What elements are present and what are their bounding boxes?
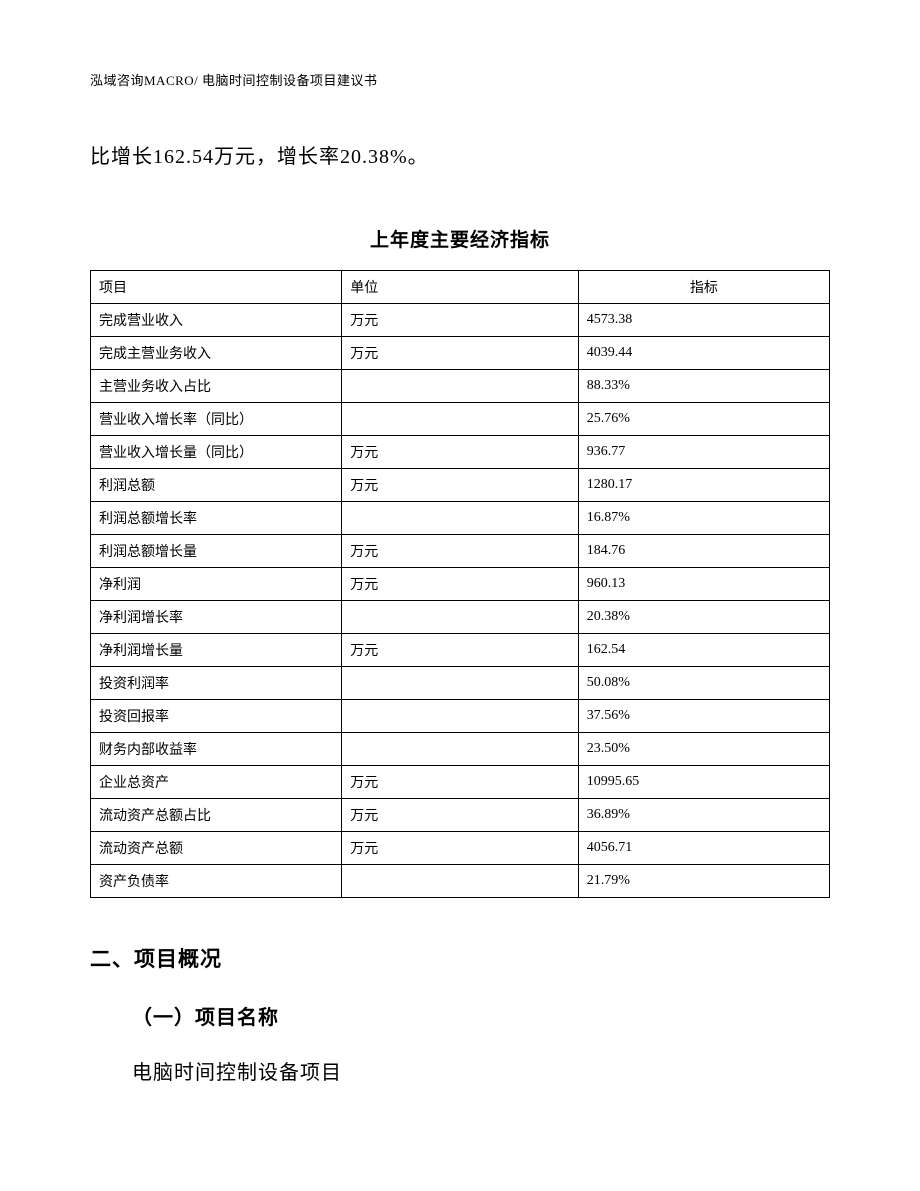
table-cell-unit [342,865,578,898]
table-cell-value: 88.33% [578,370,829,403]
table-header-item: 项目 [91,271,342,304]
table-row: 完成营业收入 万元 4573.38 [91,304,830,337]
table-row: 企业总资产 万元 10995.65 [91,766,830,799]
table-cell-value: 960.13 [578,568,829,601]
table-cell-unit [342,502,578,535]
economic-indicators-table: 项目 单位 指标 完成营业收入 万元 4573.38 完成主营业务收入 万元 4… [90,270,830,898]
section-heading: 二、项目概况 [90,943,830,973]
table-cell-unit: 万元 [342,337,578,370]
table-row: 资产负债率 21.79% [91,865,830,898]
table-row: 利润总额增长率 16.87% [91,502,830,535]
body-paragraph: 电脑时间控制设备项目 [90,1056,830,1085]
table-cell-item: 完成营业收入 [91,304,342,337]
table-cell-unit [342,667,578,700]
table-cell-unit [342,370,578,403]
table-cell-value: 4573.38 [578,304,829,337]
table-cell-item: 净利润增长量 [91,634,342,667]
table-cell-item: 流动资产总额 [91,832,342,865]
table-cell-value: 50.08% [578,667,829,700]
table-cell-item: 营业收入增长率（同比） [91,403,342,436]
table-cell-unit: 万元 [342,799,578,832]
table-cell-unit [342,733,578,766]
table-cell-item: 利润总额 [91,469,342,502]
table-row: 财务内部收益率 23.50% [91,733,830,766]
table-cell-unit [342,700,578,733]
table-cell-value: 16.87% [578,502,829,535]
table-cell-value: 21.79% [578,865,829,898]
table-row: 净利润增长量 万元 162.54 [91,634,830,667]
table-cell-item: 利润总额增长量 [91,535,342,568]
table-cell-item: 主营业务收入占比 [91,370,342,403]
table-cell-value: 936.77 [578,436,829,469]
table-cell-item: 财务内部收益率 [91,733,342,766]
table-cell-value: 162.54 [578,634,829,667]
table-cell-item: 净利润增长率 [91,601,342,634]
table-row: 流动资产总额占比 万元 36.89% [91,799,830,832]
table-row: 净利润 万元 960.13 [91,568,830,601]
table-cell-value: 4039.44 [578,337,829,370]
subsection-heading: （一）项目名称 [90,1001,830,1030]
table-cell-item: 企业总资产 [91,766,342,799]
table-cell-unit: 万元 [342,535,578,568]
table-row: 营业收入增长率（同比） 25.76% [91,403,830,436]
table-cell-item: 投资利润率 [91,667,342,700]
table-row: 投资利润率 50.08% [91,667,830,700]
table-row: 利润总额增长量 万元 184.76 [91,535,830,568]
table-cell-unit: 万元 [342,469,578,502]
table-cell-value: 37.56% [578,700,829,733]
table-cell-item: 投资回报率 [91,700,342,733]
table-cell-value: 10995.65 [578,766,829,799]
table-cell-unit: 万元 [342,634,578,667]
table-cell-item: 净利润 [91,568,342,601]
table-row: 利润总额 万元 1280.17 [91,469,830,502]
table-cell-item: 利润总额增长率 [91,502,342,535]
table-header-row: 项目 单位 指标 [91,271,830,304]
table-row: 营业收入增长量（同比） 万元 936.77 [91,436,830,469]
table-row: 主营业务收入占比 88.33% [91,370,830,403]
table-row: 净利润增长率 20.38% [91,601,830,634]
table-cell-value: 184.76 [578,535,829,568]
table-row: 投资回报率 37.56% [91,700,830,733]
table-header-unit: 单位 [342,271,578,304]
table-cell-value: 25.76% [578,403,829,436]
table-cell-unit: 万元 [342,304,578,337]
table-row: 完成主营业务收入 万元 4039.44 [91,337,830,370]
intro-paragraph: 比增长162.54万元，增长率20.38%。 [90,139,830,175]
table-header-value: 指标 [578,271,829,304]
table-cell-value: 23.50% [578,733,829,766]
table-cell-unit: 万元 [342,766,578,799]
table-cell-value: 4056.71 [578,832,829,865]
table-cell-value: 1280.17 [578,469,829,502]
table-row: 流动资产总额 万元 4056.71 [91,832,830,865]
table-cell-unit [342,403,578,436]
table-cell-unit: 万元 [342,436,578,469]
table-cell-value: 20.38% [578,601,829,634]
table-cell-unit: 万元 [342,568,578,601]
table-cell-unit: 万元 [342,832,578,865]
table-cell-item: 完成主营业务收入 [91,337,342,370]
table-cell-value: 36.89% [578,799,829,832]
table-cell-item: 资产负债率 [91,865,342,898]
table-cell-item: 流动资产总额占比 [91,799,342,832]
table-cell-item: 营业收入增长量（同比） [91,436,342,469]
table-cell-unit [342,601,578,634]
page-header-note: 泓域咨询MACRO/ 电脑时间控制设备项目建议书 [90,70,830,89]
table-title: 上年度主要经济指标 [90,225,830,252]
